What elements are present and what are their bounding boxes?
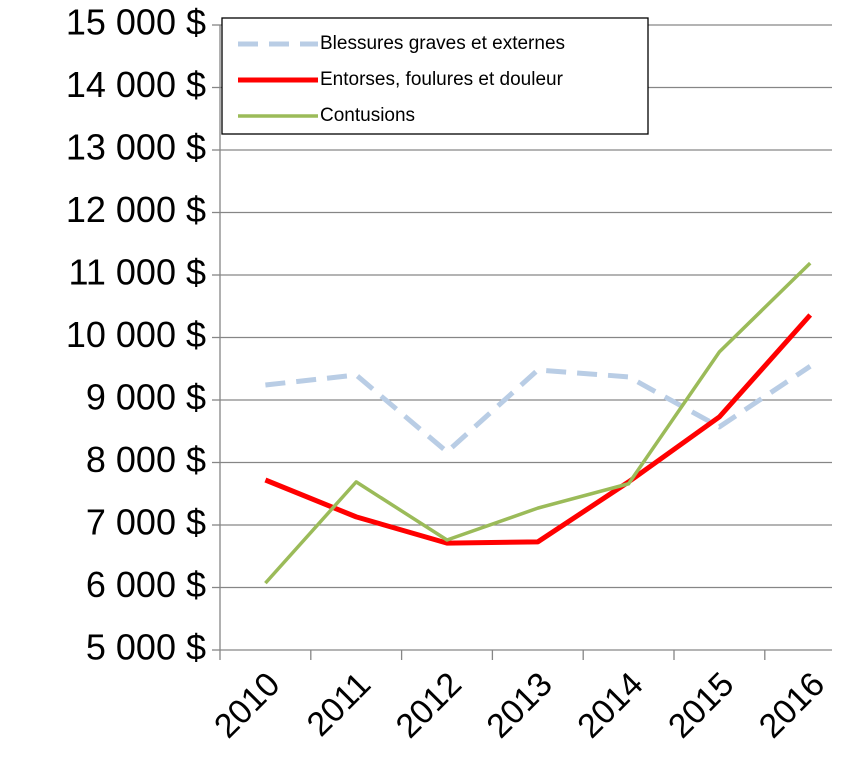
x-tick-label: 2014 [570,665,650,745]
y-tick-label: 15 000 $ [66,2,206,43]
series-line [264,313,813,546]
y-tick-label: 13 000 $ [66,127,206,168]
y-tick-label: 5 000 $ [86,627,206,668]
x-tick-label: 2011 [300,665,379,744]
x-tick-label: 2015 [661,665,741,745]
y-tick-label: 12 000 $ [66,189,206,230]
series-line [265,364,812,455]
x-tick-label: 2013 [479,665,559,745]
y-tick-label: 6 000 $ [86,564,206,605]
y-tick-label: 9 000 $ [86,377,206,418]
legend-label: Entorses, foulures et douleur [320,69,564,90]
y-tick-label: 8 000 $ [86,439,206,480]
y-tick-label: 14 000 $ [66,64,206,105]
y-tick-label: 10 000 $ [66,314,206,355]
legend-label: Blessures graves et externes [320,33,565,54]
legend-label: Contusions [320,105,415,126]
legend: Blessures graves et externes Entorses, fo… [221,17,649,135]
y-tick-label: 11 000 $ [69,252,206,293]
x-tick-label: 2012 [389,665,469,745]
y-tick-label: 7 000 $ [86,502,206,543]
series-line [264,261,812,585]
x-tick-label: 2010 [207,665,287,745]
x-tick-label: 2016 [752,665,832,745]
